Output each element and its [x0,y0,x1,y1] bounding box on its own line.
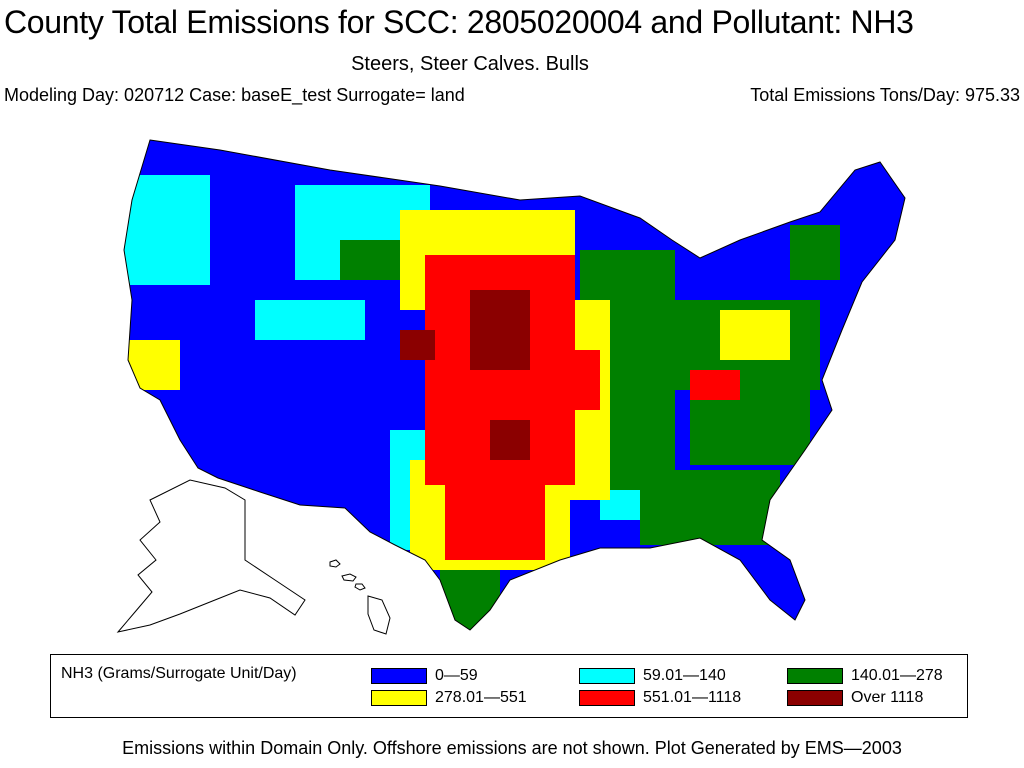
legend-swatch [371,668,427,684]
legend-swatch [787,690,843,706]
legend-item-over-1118: Over 1118 [787,688,923,708]
us-outline [123,139,906,631]
legend-title: NH3 (Grams/Surrogate Unit/Day) [61,665,297,682]
alaska-outline [116,479,306,633]
legend-item-59-140: 59.01—140 [579,666,726,686]
legend-label: 551.01—1118 [643,689,742,706]
legend-item-0-59: 0—59 [371,666,478,686]
legend-label: 0—59 [435,667,478,684]
map-subtitle: Steers, Steer Calves. Bulls [351,53,589,75]
legend-swatch [579,690,635,706]
hawaii-outline [329,559,391,635]
total-emissions: Total Emissions Tons/Day: 975.33 [750,85,1020,105]
legend: NH3 (Grams/Surrogate Unit/Day) 0—59 59.0… [50,654,968,718]
legend-swatch [371,690,427,706]
map-title: County Total Emissions for SCC: 28050200… [4,4,914,40]
legend-label: 59.01—140 [643,667,726,684]
modeling-info: Modeling Day: 020712 Case: baseE_test Su… [4,85,465,105]
legend-swatch [579,668,635,684]
legend-item-140-278: 140.01—278 [787,666,943,686]
legend-label: 278.01—551 [435,689,527,706]
footer-note: Emissions within Domain Only. Offshore e… [122,738,902,758]
legend-item-278-551: 278.01—551 [371,688,527,708]
legend-label: Over 1118 [851,689,924,706]
county-emissions-map [116,139,906,635]
legend-item-551-1118: 551.01—1118 [579,688,741,708]
legend-label: 140.01—278 [851,667,943,684]
legend-swatch [787,668,843,684]
